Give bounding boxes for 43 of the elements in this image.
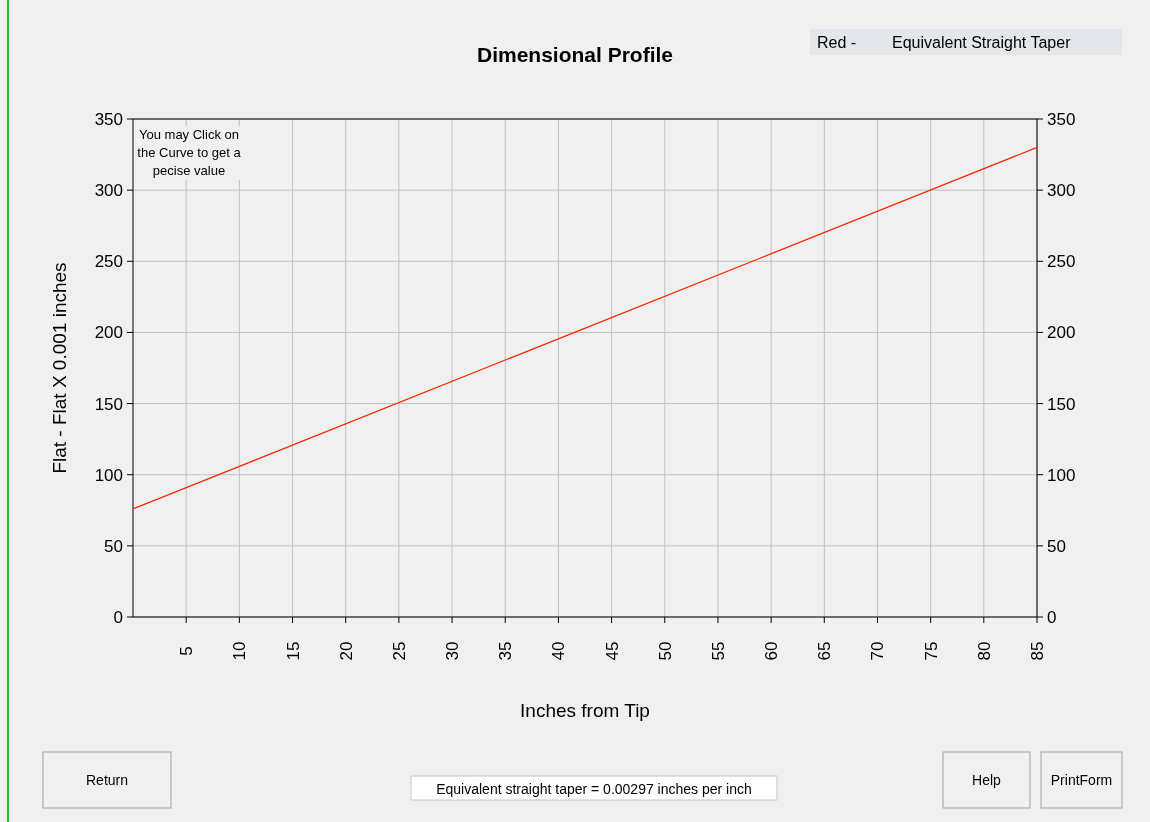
y-tick-label: 300: [94, 181, 123, 201]
y2-tick-label: 250: [1047, 252, 1076, 272]
y-tick-label: 50: [104, 536, 123, 556]
return-button: Return: [42, 751, 172, 809]
text: Equivalent straight taper = 0.00297 inches per inch: [436, 781, 752, 797]
x-tick-label: 10: [230, 641, 250, 661]
legend-title: Red -: [817, 34, 857, 51]
x-tick-label: 30: [443, 641, 463, 661]
print-button: PrintForm: [1040, 751, 1123, 809]
x-tick-label: 45: [602, 641, 622, 661]
y-tick-label: 150: [94, 394, 123, 414]
annotation: You may Click on the Curve to get a pecise value: [134, 126, 244, 180]
y-axis-title: Flat - Flat X 0.001 inches: [49, 262, 70, 474]
x-tick-label: 50: [655, 641, 675, 661]
x-tick-label: 75: [921, 641, 941, 661]
x-tick-label: 60: [762, 641, 782, 661]
x-axis-title: Inches from Tip: [520, 700, 650, 721]
x-tick-label: 20: [336, 641, 356, 661]
x-tick-label: 25: [389, 641, 409, 661]
x-tick-label: 40: [549, 641, 569, 661]
x-tick-label: 15: [283, 641, 303, 661]
chart-title: Dimensional Profile: [476, 43, 674, 66]
x-tick-label: 70: [868, 641, 888, 661]
x-tick-label: 55: [708, 641, 728, 661]
y-tick-label: 0: [113, 608, 123, 627]
y2-tick-label: 50: [1047, 536, 1066, 556]
x-tick-label: 85: [1028, 641, 1047, 661]
y2-tick-label: 350: [1047, 110, 1076, 129]
y-tick-label: 100: [94, 465, 123, 485]
help-button: Help: [942, 751, 1031, 809]
y-tick-label: 350: [94, 110, 123, 129]
y2-tick-label: 150: [1047, 394, 1076, 414]
y2-tick-label: 200: [1047, 323, 1076, 343]
x-tick-label: 80: [974, 641, 994, 661]
y-tick-label: 200: [94, 323, 123, 343]
y2-tick-label: 300: [1047, 181, 1076, 201]
x-tick-label: 5: [177, 646, 197, 656]
y-tick-label: 250: [94, 252, 123, 272]
y2-tick-label: 100: [1047, 465, 1076, 485]
text: Equivalent Straight Taper: [892, 34, 1072, 51]
x-tick-label: 35: [496, 641, 516, 661]
x-tick-label: 65: [815, 641, 835, 661]
y2-tick-label: 0: [1047, 608, 1057, 627]
